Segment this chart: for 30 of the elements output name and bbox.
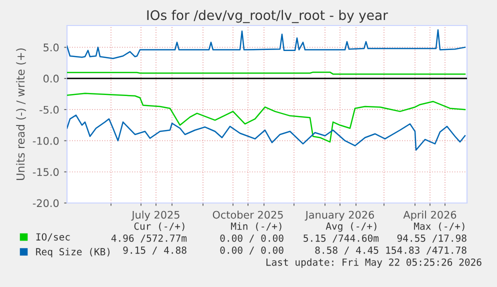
line-series <box>67 92 466 143</box>
y-tick-label: 5.0 <box>44 44 59 52</box>
text: Min (-/+) <box>231 222 282 231</box>
text: 0.00 / 0.00 <box>220 234 284 243</box>
text: 154.83 /471.78 <box>386 246 466 255</box>
text: Cur (-/+) <box>134 222 184 231</box>
legend-label: IO/sec <box>36 233 70 242</box>
y-tick-label: -10.0 <box>32 136 59 145</box>
y-tick-label: -5.0 <box>40 106 59 114</box>
x-tick-label: April 2026 <box>403 210 456 221</box>
x-tick-label: July 2025 <box>131 210 180 221</box>
line-series <box>67 114 466 151</box>
x-tick-label: October 2025 <box>212 210 283 219</box>
text: Max (-/+) <box>414 222 464 231</box>
y-tick-label: -20.0 <box>32 199 59 208</box>
x-tick-label: January 2026 <box>304 210 374 221</box>
text: 94.55 /17.98 <box>397 234 466 243</box>
legend-label: Req Size (KB) <box>36 248 110 258</box>
text: Avg (-/+) <box>326 222 376 232</box>
chart-title: IOs for /dev/vg_root/lv_root - by year <box>147 10 388 24</box>
text: 8.58 / 4.45 <box>315 246 378 255</box>
line-series <box>67 29 466 60</box>
y-axis-title: Units read (-) / write (+) <box>16 48 26 180</box>
text: 5.15 /744.60m <box>304 234 379 243</box>
text: Last update: Fri May 22 05:25:26 2026 <box>266 258 482 268</box>
text: 9.15 / 4.88 <box>123 246 186 255</box>
text: 4.96 /572.77m <box>111 234 187 243</box>
y-tick-label: -15.0 <box>32 168 59 176</box>
y-tick-label: 0.0 <box>43 74 59 83</box>
text: 0.00 / 0.00 <box>220 246 284 255</box>
